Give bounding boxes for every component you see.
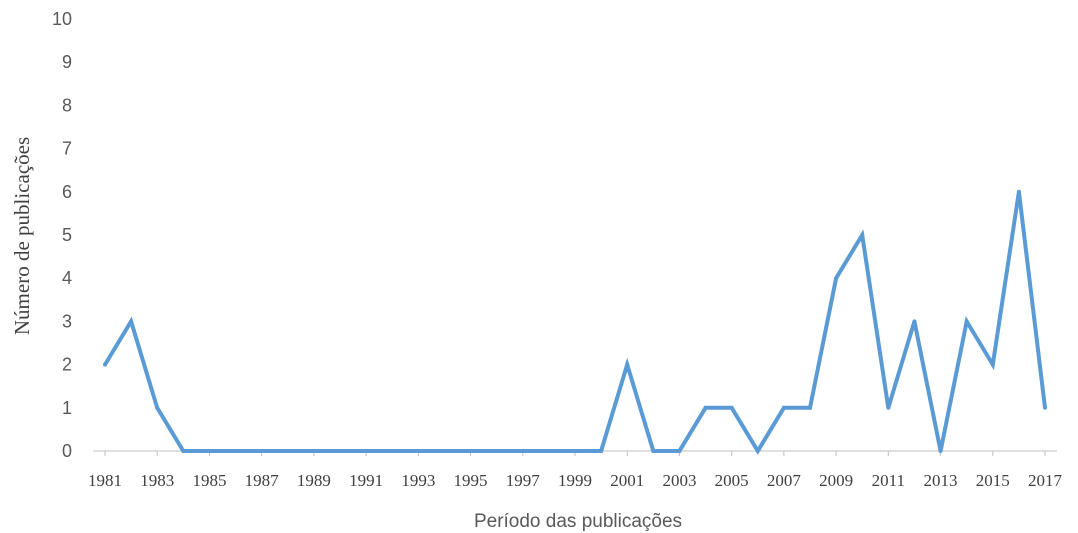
data-point (625, 362, 630, 367)
x-tick-label: 1995 (454, 471, 488, 490)
x-tick-label: 2007 (767, 471, 802, 490)
x-tick-label: 2013 (924, 471, 958, 490)
data-point (677, 449, 682, 453)
x-tick-label: 1985 (192, 471, 226, 490)
data-point (520, 449, 525, 453)
data-point (729, 405, 734, 410)
data-point (259, 449, 264, 453)
data-point (390, 449, 395, 453)
x-tick-label: 2001 (610, 471, 644, 490)
data-point (886, 405, 891, 410)
data-point (181, 449, 186, 453)
data-point (1043, 405, 1047, 410)
y-tick-label: 2 (62, 355, 72, 375)
data-point (1016, 189, 1021, 194)
data-point (703, 405, 708, 410)
data-point (938, 449, 943, 453)
x-tick-label: 2015 (976, 471, 1010, 490)
x-tick-label: 2009 (819, 471, 853, 490)
data-point (285, 449, 290, 453)
data-point (964, 319, 969, 324)
y-tick-label: 7 (62, 139, 72, 159)
data-point (990, 362, 995, 367)
data-point (546, 449, 551, 453)
x-tick-label: 1987 (245, 471, 280, 490)
data-point (233, 449, 238, 453)
data-point (155, 405, 160, 410)
x-tick-label: 1993 (401, 471, 435, 490)
data-point (468, 449, 473, 453)
x-tick-label: 2011 (872, 471, 905, 490)
y-tick-label: 1 (62, 398, 72, 418)
data-point (207, 449, 212, 453)
y-axis-title: Número de publicações (10, 137, 34, 335)
data-point (311, 449, 316, 453)
data-point (573, 449, 577, 453)
x-tick-label: 1989 (297, 471, 331, 490)
x-tick-label: 1997 (506, 471, 541, 490)
y-tick-label: 0 (62, 441, 72, 461)
x-tick-label: 2005 (715, 471, 749, 490)
x-axis-title: Período das publicações (474, 511, 682, 532)
data-point (494, 449, 499, 453)
data-point (781, 405, 786, 410)
y-tick-label: 3 (62, 311, 72, 331)
data-point (338, 449, 342, 453)
data-point (599, 449, 604, 453)
x-tick-label: 2017 (1028, 471, 1063, 490)
data-point (834, 276, 839, 281)
data-point (651, 449, 656, 453)
data-point (860, 233, 865, 237)
data-point (755, 449, 760, 453)
y-axis-ticks: 0 1 2 3 4 5 6 7 8 9 10 (52, 9, 72, 461)
data-point (808, 405, 812, 410)
x-tick-label: 1981 (88, 471, 122, 490)
y-tick-label: 5 (62, 225, 72, 245)
data-point (103, 362, 107, 367)
y-tick-label: 4 (62, 268, 72, 288)
y-tick-label: 8 (62, 95, 72, 115)
data-point (416, 449, 421, 453)
x-tick-label: 1983 (140, 471, 174, 490)
series-line (103, 191, 1047, 455)
x-axis-ticks: 1981 1983 1985 1987 1989 1991 1993 1995 1997 1999… (88, 451, 1063, 490)
x-tick-label: 1999 (558, 471, 592, 490)
data-points (103, 189, 1047, 453)
data-point (364, 449, 369, 453)
y-tick-label: 6 (62, 182, 72, 202)
x-tick-label: 1991 (349, 471, 383, 490)
y-tick-label: 9 (62, 52, 72, 72)
data-point (442, 449, 447, 453)
data-point (129, 319, 134, 324)
data-point (912, 319, 917, 324)
y-tick-label: 10 (52, 9, 72, 29)
x-tick-label: 2003 (662, 471, 696, 490)
